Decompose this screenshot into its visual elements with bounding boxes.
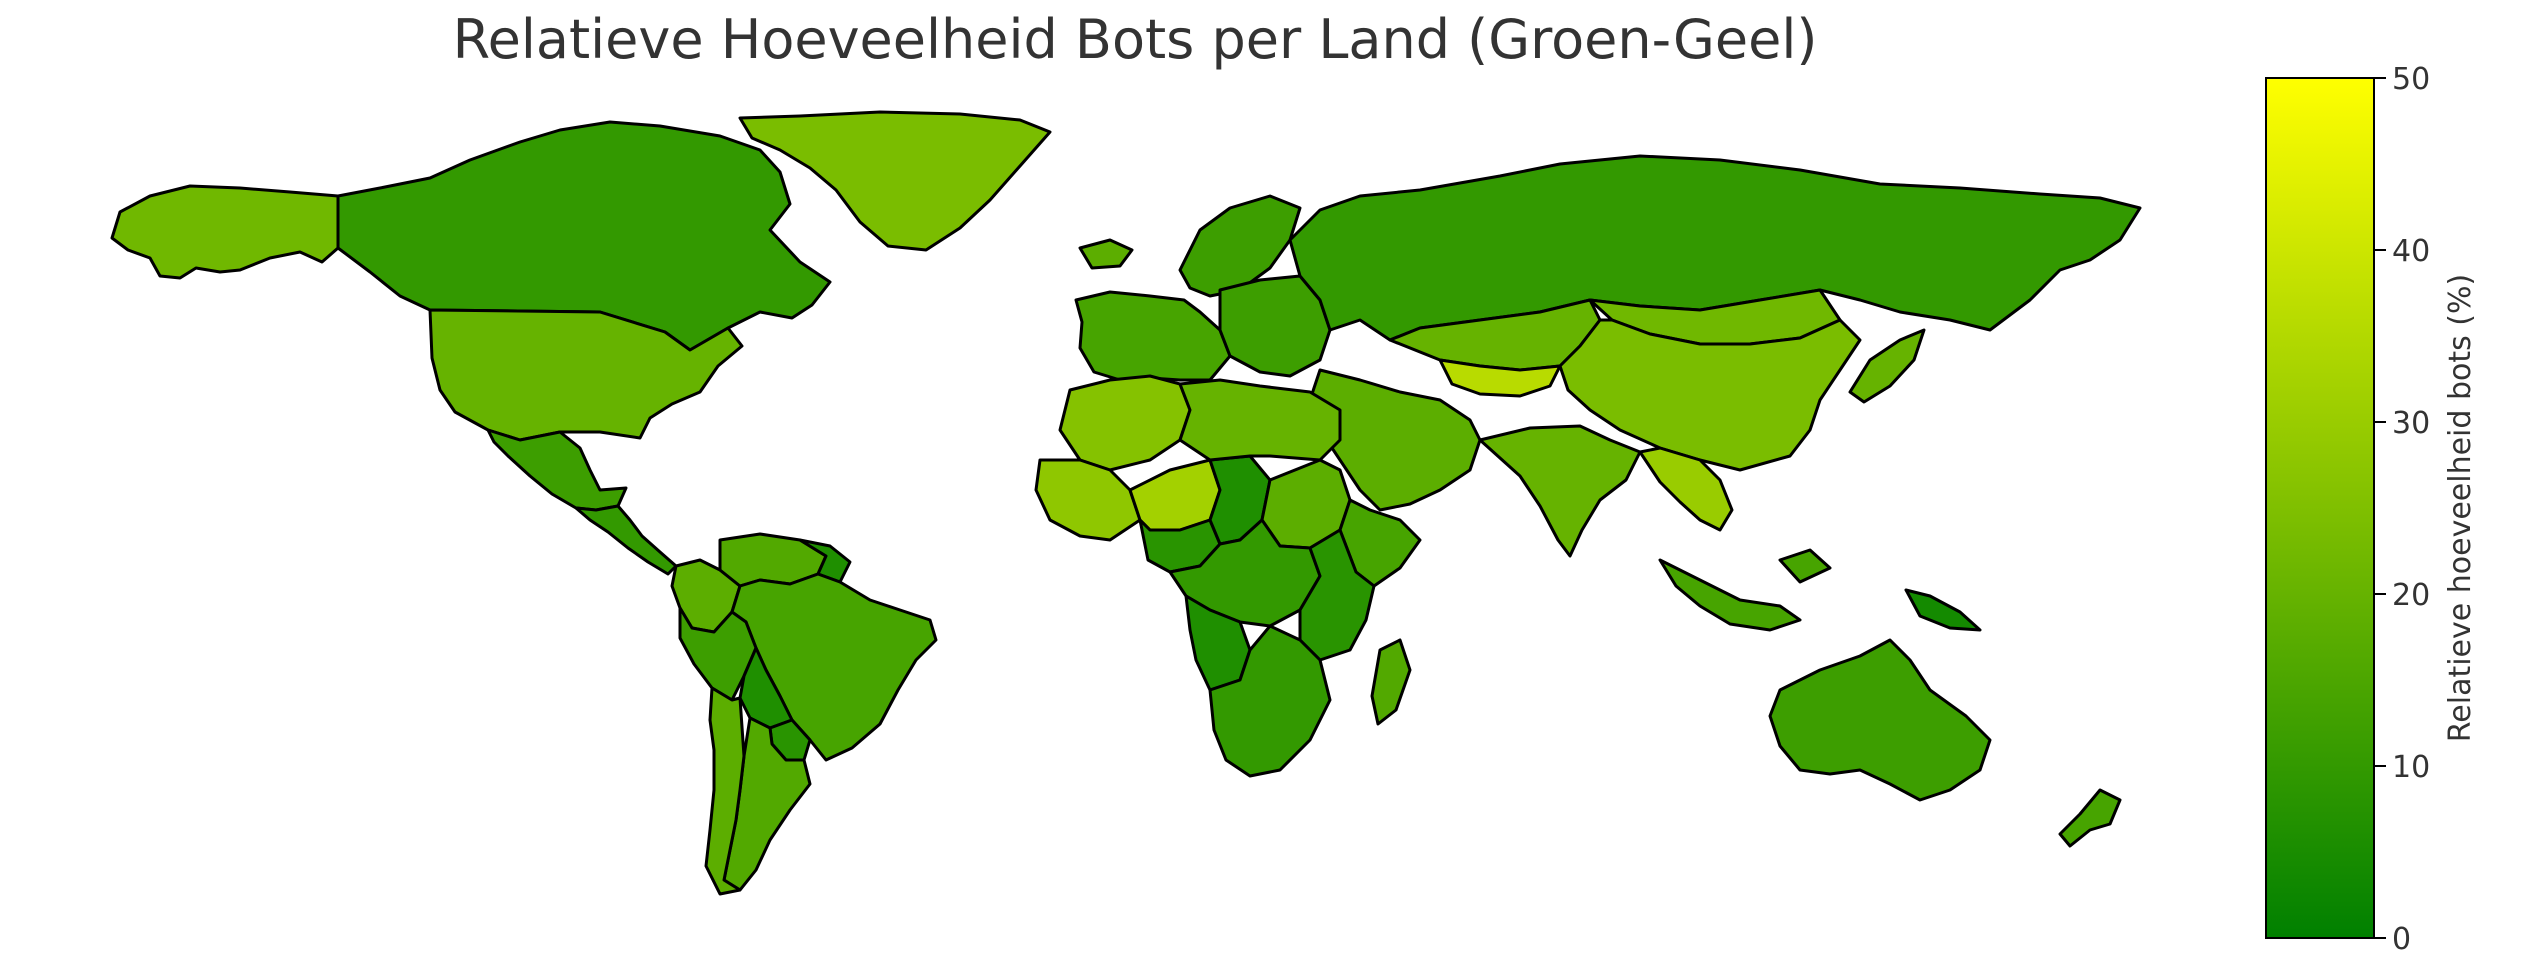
country-turkmenistan-uzbekistan	[1438, 358, 1562, 398]
country-east-africa	[1298, 528, 1376, 662]
country-iceland	[1078, 238, 1134, 270]
colorbar-tick-label: 20	[2392, 578, 2430, 613]
country-chile	[704, 686, 746, 896]
country-greenland	[738, 110, 1052, 252]
country-united-states	[428, 308, 744, 442]
colorbar-label: Relatieve hoeveelheid bots (%)	[2443, 274, 2478, 742]
country-japan	[1848, 328, 1926, 404]
colorbar-tick-label: 10	[2392, 750, 2430, 785]
country-papua-new-guinea	[1904, 588, 1982, 632]
country-indonesia	[1658, 548, 1832, 632]
country-shapes	[110, 110, 2142, 896]
country-eastern-europe	[1218, 274, 1332, 378]
country-china	[1558, 318, 1862, 472]
colorbar-tick-label: 30	[2392, 406, 2430, 441]
country-australia	[1768, 638, 1992, 802]
country-southern-africa	[1208, 624, 1332, 778]
country-new-zealand	[2058, 788, 2122, 848]
country-mali-mauritania	[1034, 458, 1142, 542]
colorbar-gradient	[2265, 77, 2375, 939]
country-india	[1478, 424, 1642, 558]
country-madagascar	[1370, 638, 1412, 726]
colorbar-tick-label: 0	[2392, 922, 2411, 957]
country-alaska-usa-	[110, 184, 340, 280]
colorbar-tick-label: 50	[2392, 62, 2430, 97]
colorbar-tick-label: 40	[2392, 234, 2430, 269]
country-indochina	[1638, 446, 1734, 532]
map-title: Relatieve Hoeveelheid Bots per Land (Gro…	[452, 8, 1818, 71]
colorbar-ticks: 0 10 20 30 40 50	[2374, 62, 2430, 957]
